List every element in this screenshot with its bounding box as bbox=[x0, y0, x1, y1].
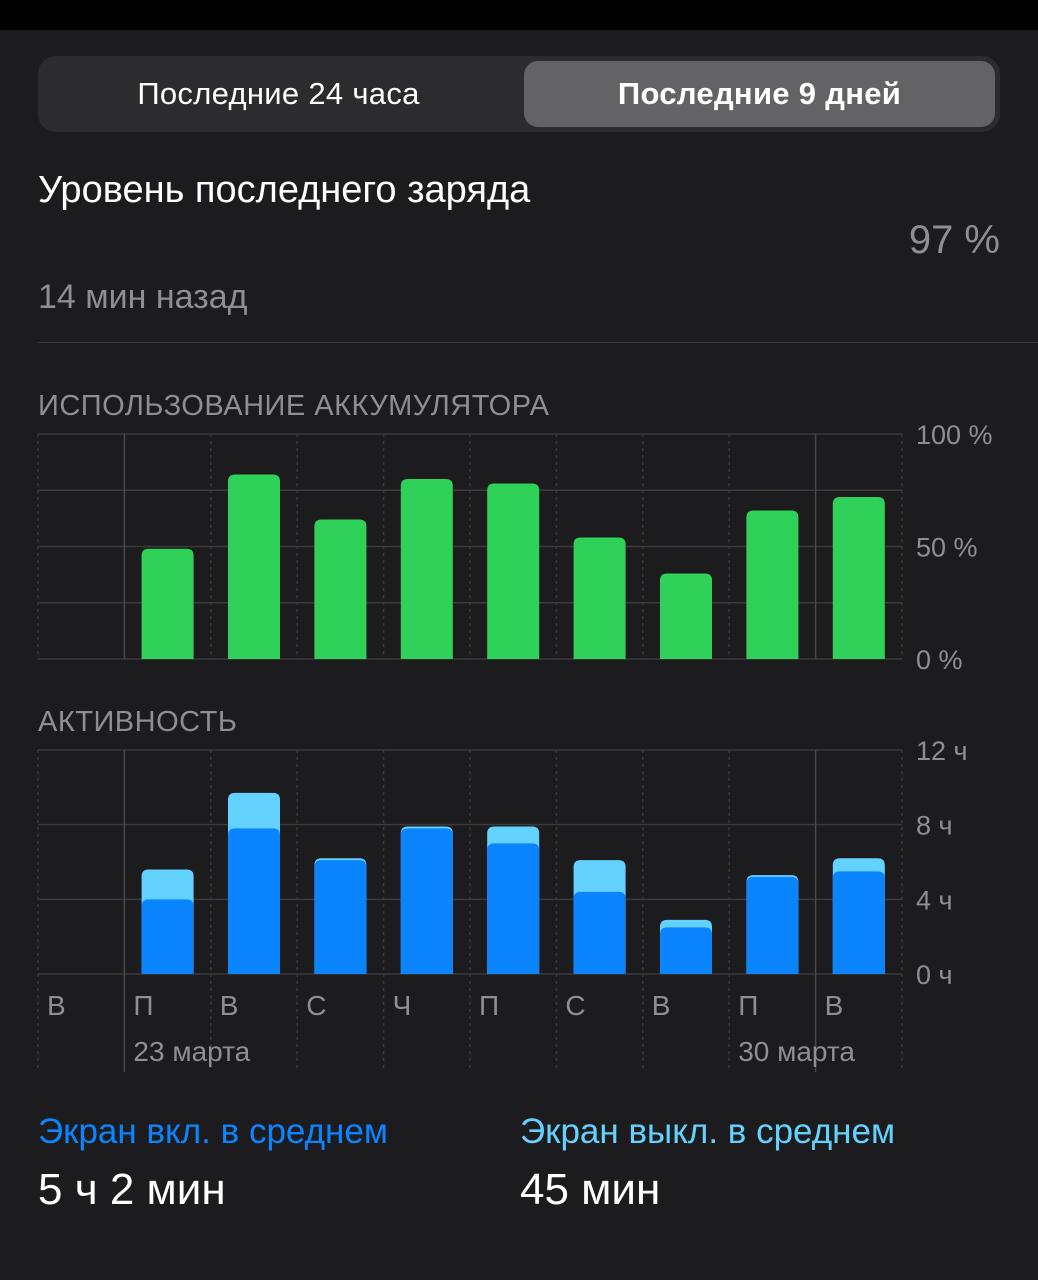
screen-on-bar bbox=[314, 860, 367, 974]
y-tick-label: 12 ч bbox=[916, 736, 968, 766]
y-tick-label: 0 ч bbox=[916, 960, 953, 990]
day-label: П bbox=[479, 990, 499, 1021]
screen-on-bar bbox=[228, 828, 280, 974]
screen-on-bar bbox=[832, 871, 885, 974]
last-charge-title: Уровень последнего заряда bbox=[38, 169, 531, 211]
screen-on-label: Экран вкл. в среднем bbox=[38, 1112, 388, 1151]
day-label: Ч bbox=[393, 990, 412, 1021]
screen-on-bar bbox=[487, 843, 540, 974]
y-tick-label: 8 ч bbox=[916, 811, 953, 841]
screen-on-bar bbox=[746, 876, 799, 974]
last-charge-value: 97 % bbox=[908, 218, 1000, 262]
battery-bar bbox=[314, 519, 367, 659]
battery-bar bbox=[228, 474, 280, 659]
y-tick-label: 100 % bbox=[916, 420, 993, 450]
date-label: 30 марта bbox=[738, 1036, 855, 1067]
y-tick-label: 4 ч bbox=[916, 885, 953, 915]
screen-on-bar bbox=[141, 899, 194, 974]
battery-bar bbox=[660, 573, 712, 659]
date-label: 23 марта bbox=[133, 1036, 250, 1067]
last-charge-time: 14 мин назад bbox=[38, 278, 248, 316]
battery-bar bbox=[573, 537, 626, 659]
period-segmented-control: Последние 24 часа Последние 9 дней bbox=[38, 56, 1000, 132]
y-tick-label: 50 % bbox=[916, 533, 978, 563]
tab-last-9-days[interactable]: Последние 9 дней bbox=[524, 61, 995, 127]
screen-on-bar bbox=[660, 927, 712, 974]
usage-charts: 100 % 50 % 0 % 12 ч 8 ч 4 ч 0 ч В П В С Ч П С В П В 23 ма… bbox=[37, 420, 993, 1072]
battery-bar bbox=[746, 510, 799, 659]
battery-bar bbox=[141, 548, 194, 659]
activity-title: АКТИВНОСТЬ bbox=[38, 706, 238, 738]
screen-on-value: 5 ч 2 мин bbox=[38, 1165, 226, 1214]
battery-bar bbox=[832, 497, 885, 659]
day-label: В bbox=[220, 990, 239, 1021]
battery-bar bbox=[400, 479, 453, 659]
day-label: В bbox=[825, 990, 844, 1021]
screen-on-bar bbox=[400, 828, 453, 974]
day-label: П bbox=[133, 990, 153, 1021]
tab-last-24-hours[interactable]: Последние 24 часа bbox=[137, 76, 420, 111]
screen-off-label: Экран выкл. в среднем bbox=[520, 1112, 896, 1151]
y-tick-label: 0 % bbox=[916, 645, 963, 675]
day-label: В bbox=[47, 990, 66, 1021]
day-label: С bbox=[306, 990, 326, 1021]
day-label: В bbox=[652, 990, 671, 1021]
screen-on-bar bbox=[573, 891, 626, 974]
battery-usage-title: ИСПОЛЬЗОВАНИЕ АККУМУЛЯТОРА bbox=[38, 390, 550, 422]
day-label: П bbox=[738, 990, 758, 1021]
battery-bar bbox=[487, 483, 540, 659]
divider bbox=[38, 342, 1038, 343]
screen-off-value: 45 мин bbox=[520, 1165, 661, 1214]
status-bar bbox=[0, 0, 1038, 30]
day-label: С bbox=[565, 990, 585, 1021]
